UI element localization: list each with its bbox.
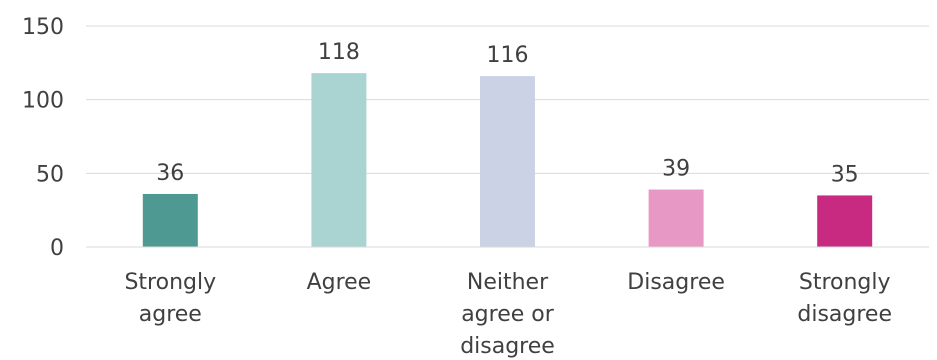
data-label: 36 xyxy=(156,161,184,186)
y-tick-label: 50 xyxy=(36,162,64,187)
bar xyxy=(311,73,367,247)
y-tick-label: 150 xyxy=(22,15,64,40)
y-tick-label: 100 xyxy=(22,89,64,114)
y-axis-tick-labels: 0 50 100 150 xyxy=(22,15,64,261)
bar xyxy=(142,193,198,247)
x-category-label: Agree xyxy=(307,270,372,295)
x-category-label: Disagree xyxy=(627,270,725,295)
data-label: 39 xyxy=(662,157,690,182)
data-label: 35 xyxy=(831,162,859,187)
data-label: 116 xyxy=(487,43,529,68)
bar xyxy=(817,195,873,247)
x-category-label: Strongly agree xyxy=(124,270,216,327)
x-category-label: Strongly disagree xyxy=(797,270,892,327)
bar xyxy=(648,189,704,247)
bar xyxy=(480,76,535,248)
x-category-label: Neither agree or disagree xyxy=(460,270,555,359)
data-labels: 36 118 116 39 35 xyxy=(156,40,858,187)
bars xyxy=(142,73,873,248)
data-label: 118 xyxy=(318,40,360,65)
x-axis-category-labels: Strongly agree Agree Neither agree or disagre… xyxy=(124,270,892,359)
y-tick-label: 0 xyxy=(50,236,64,261)
